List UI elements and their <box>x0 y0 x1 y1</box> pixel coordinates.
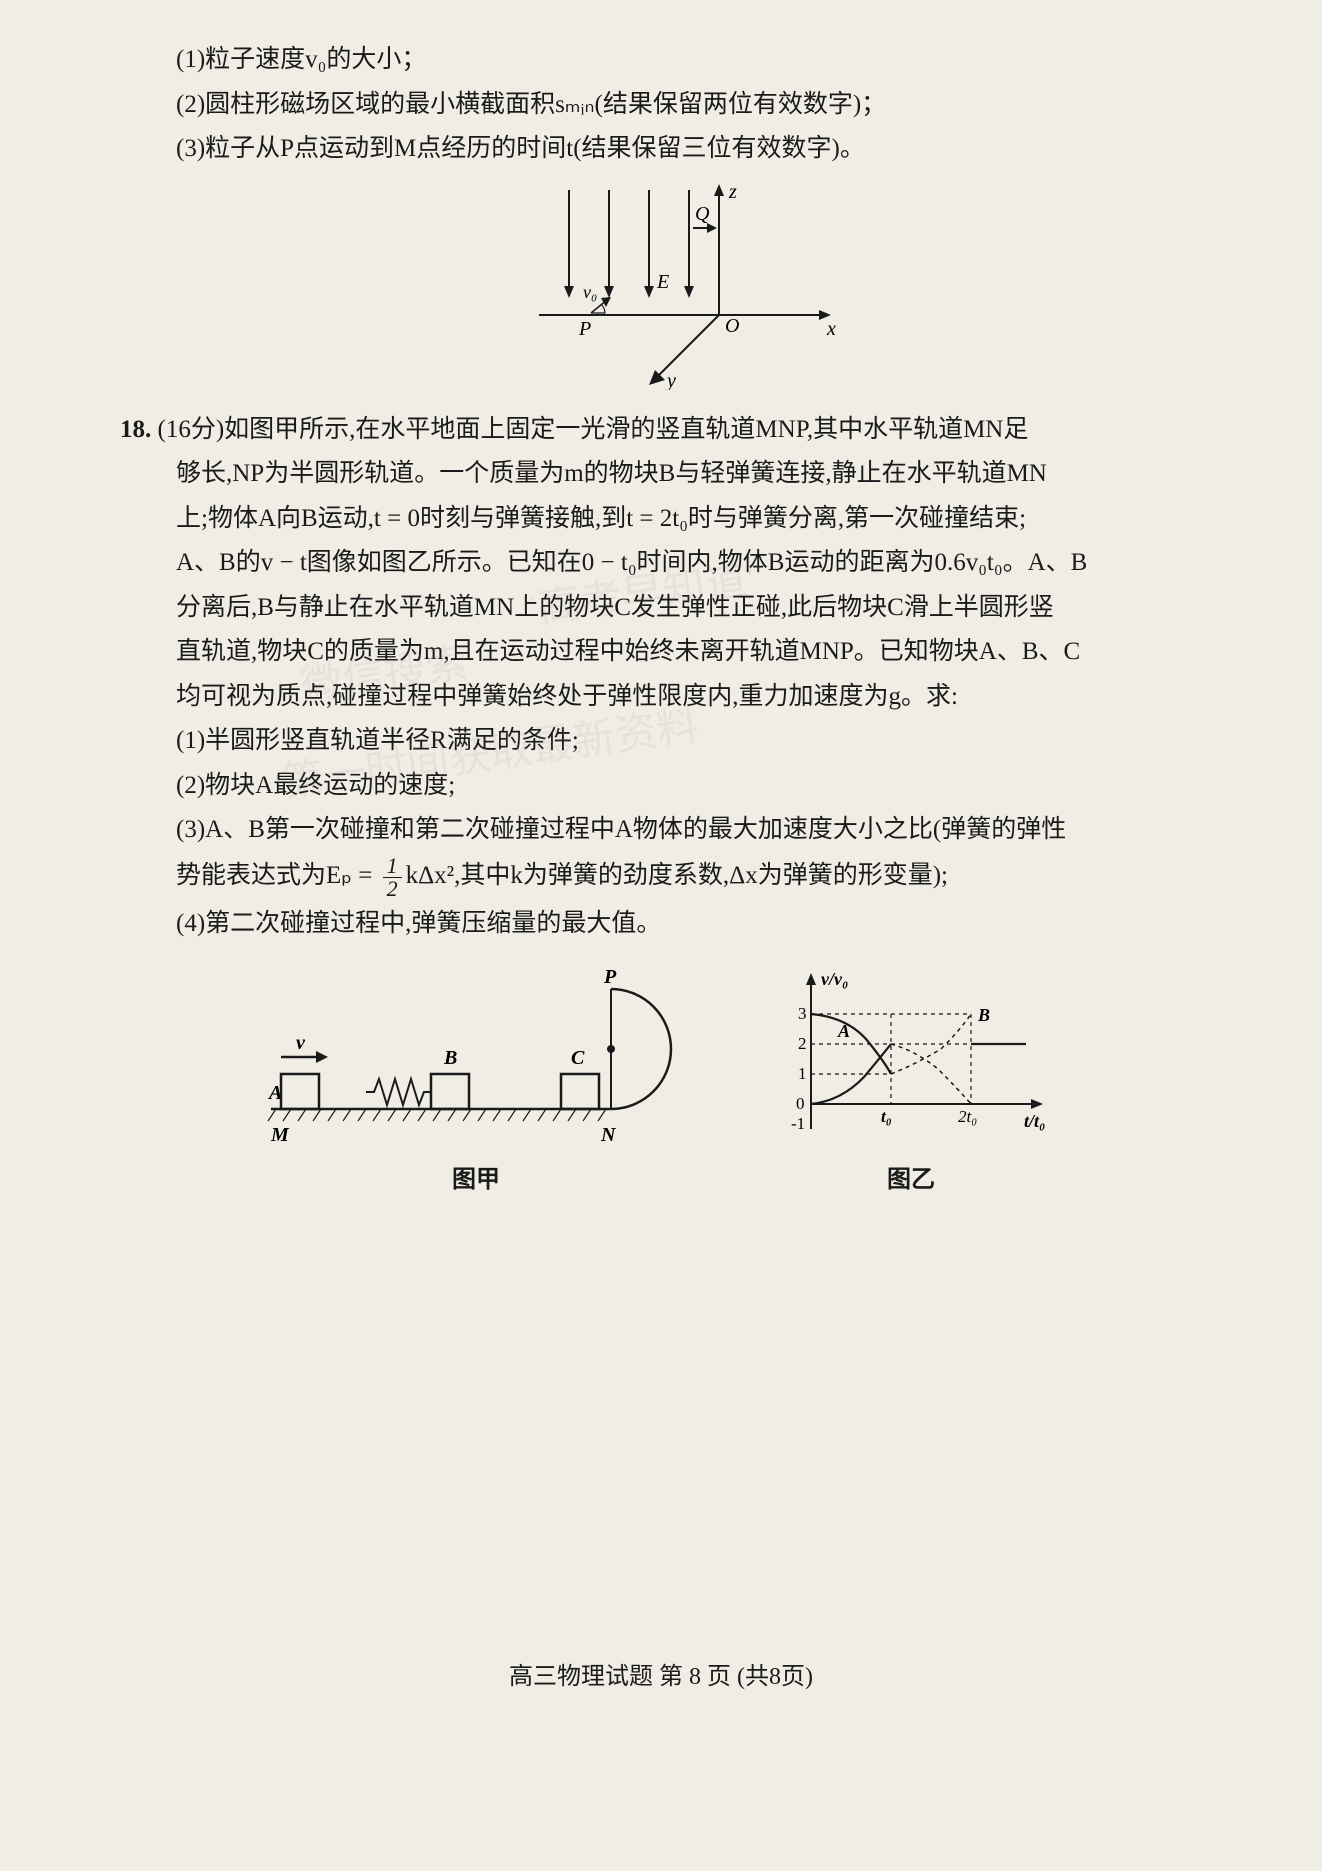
q18-line3: 上;物体A向B运动,t = 0时刻与弹簧接触,到t = 2t₀时与弹簧分离,第一… <box>120 499 1202 540</box>
svg-text:B: B <box>977 1005 990 1025</box>
svg-text:B: B <box>443 1047 457 1069</box>
q18-line5: 分离后,B与静止在水平轨道MN上的物块C发生弹性正碰,此后物块C滑上半圆形竖 <box>120 588 1202 629</box>
q18-line2: 够长,NP为半圆形轨道。一个质量为m的物块B与轻弹簧连接,静止在水平轨道MN <box>120 454 1202 495</box>
pretext-item-2: (2)圆柱形磁场区域的最小横截面积sₘᵢₙ(结果保留两位有效数字)； <box>120 85 1202 126</box>
svg-text:z: z <box>728 181 737 203</box>
diagram-yi-wrap: v/v₀ t/t₀ -1 0 1 2 3 t₀ 2t₀ <box>766 969 1056 1194</box>
diagram-field-svg: z x y O P Q E v₀ <box>479 180 844 390</box>
q18-line4: A、B的v − t图像如图乙所示。已知在0 − t₀时间内,物体B运动的距离为0… <box>120 543 1202 584</box>
caption-yi: 图乙 <box>887 1159 935 1194</box>
q18-sub3b-pre: 势能表达式为Eₚ = <box>176 862 379 889</box>
q18-sub3b: 势能表达式为Eₚ = 12kΔx²,其中k为弹簧的劲度系数,Δx为弹簧的形变量)… <box>120 855 1202 900</box>
svg-text:C: C <box>571 1047 585 1069</box>
svg-text:2t₀: 2t₀ <box>958 1107 977 1126</box>
svg-text:1: 1 <box>798 1064 807 1083</box>
pretext-items: (1)粒子速度v₀的大小； (2)圆柱形磁场区域的最小横截面积sₘᵢₙ(结果保留… <box>120 40 1202 170</box>
svg-text:y: y <box>665 370 676 390</box>
svg-text:A: A <box>267 1082 282 1104</box>
diagram-jia-wrap: M N A v B C P 图甲 <box>266 969 686 1194</box>
svg-text:O: O <box>725 315 739 337</box>
svg-text:v₀: v₀ <box>583 282 597 302</box>
svg-text:-1: -1 <box>791 1114 805 1133</box>
svg-text:v: v <box>296 1032 306 1054</box>
diagram-jia-svg: M N A v B C P <box>266 969 686 1144</box>
frac-half: 12 <box>383 855 402 900</box>
svg-text:t/t₀: t/t₀ <box>1024 1111 1045 1131</box>
q18-sub2: (2)物块A最终运动的速度; <box>120 766 1202 807</box>
diagrams-row: M N A v B C P 图甲 <box>120 969 1202 1194</box>
q18-body: 18. (16分)如图甲所示,在水平地面上固定一光滑的竖直轨道MNP,其中水平轨… <box>120 410 1202 945</box>
frac-num: 1 <box>383 855 402 878</box>
svg-text:M: M <box>270 1124 290 1144</box>
q18-sub1: (1)半圆形竖直轨道半径R满足的条件; <box>120 721 1202 762</box>
svg-text:A: A <box>837 1021 850 1041</box>
svg-text:3: 3 <box>798 1004 807 1023</box>
q18-line7: 均可视为质点,碰撞过程中弹簧始终处于弹性限度内,重力加速度为g。求: <box>120 677 1202 718</box>
diagram-yi-svg: v/v₀ t/t₀ -1 0 1 2 3 t₀ 2t₀ <box>766 969 1056 1144</box>
q18-sub4: (4)第二次碰撞过程中,弹簧压缩量的最大值。 <box>120 904 1202 945</box>
pretext-item-3: (3)粒子从P点运动到M点经历的时间t(结果保留三位有效数字)。 <box>120 129 1202 170</box>
svg-text:N: N <box>600 1124 617 1144</box>
caption-jia: 图甲 <box>452 1159 500 1194</box>
svg-text:P: P <box>603 969 617 988</box>
svg-text:E: E <box>656 271 669 293</box>
q18-points: (16分) <box>158 416 225 443</box>
svg-text:2: 2 <box>798 1034 807 1053</box>
q18-line6: 直轨道,物块C的质量为m,且在运动过程中始终未离开轨道MNP。已知物块A、B、C <box>120 632 1202 673</box>
svg-text:P: P <box>578 318 591 340</box>
frac-den: 2 <box>383 878 402 900</box>
q18-number: 18. <box>120 416 151 443</box>
page-footer: 高三物理试题 第 8 页 (共8页) <box>0 1656 1322 1691</box>
svg-text:t₀: t₀ <box>881 1107 892 1126</box>
q18-line1: 18. (16分)如图甲所示,在水平地面上固定一光滑的竖直轨道MNP,其中水平轨… <box>120 410 1202 451</box>
q18-sub3a: (3)A、B第一次碰撞和第二次碰撞过程中A物体的最大加速度大小之比(弹簧的弹性 <box>120 810 1202 851</box>
svg-text:Q: Q <box>695 203 710 225</box>
svg-text:x: x <box>826 318 836 340</box>
diagram-field: z x y O P Q E v₀ <box>120 180 1202 390</box>
q18-sub3b-post: kΔx²,其中k为弹簧的劲度系数,Δx为弹簧的形变量); <box>406 862 948 889</box>
svg-text:v/v₀: v/v₀ <box>821 969 848 989</box>
pretext-item-1: (1)粒子速度v₀的大小； <box>120 40 1202 81</box>
q18-t1: 如图甲所示,在水平地面上固定一光滑的竖直轨道MNP,其中水平轨道MN足 <box>224 416 1028 443</box>
svg-text:0: 0 <box>796 1094 805 1113</box>
